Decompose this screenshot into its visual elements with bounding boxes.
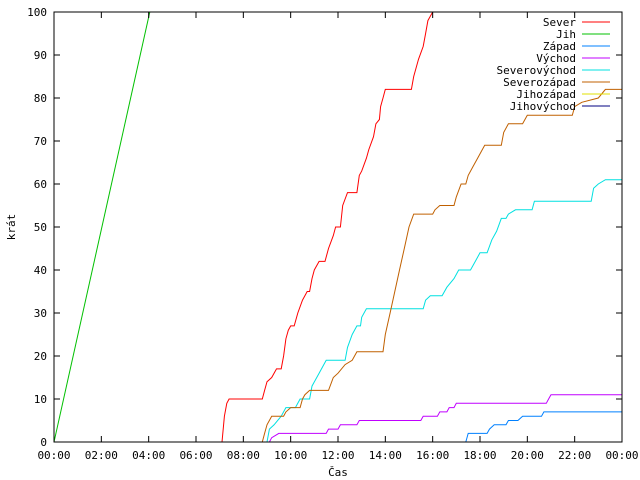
series-line-východ <box>54 394 622 442</box>
legend-label: Jihovýchod <box>510 100 576 113</box>
x-tick-label: 10:00 <box>274 449 307 462</box>
legend: SeverJihZápadVýchodSeverovýchodSeverozáp… <box>497 16 610 113</box>
series-line-jih <box>54 12 151 442</box>
y-tick-label: 50 <box>34 221 47 234</box>
y-axis-label: krát <box>5 214 18 241</box>
x-tick-label: 00:00 <box>37 449 70 462</box>
series-line-sever <box>54 12 438 442</box>
legend-label: Severovýchod <box>497 64 576 77</box>
legend-label: Jih <box>556 28 576 41</box>
ticks-layer: 00:00 02:00 04:00 06:00 08:00 10:00 12:00 14:00… <box>27 6 638 462</box>
x-axis-label: Čas <box>328 466 348 479</box>
y-tick-label: 90 <box>34 49 47 62</box>
y-tick-label: 80 <box>34 92 47 105</box>
x-tick-label: 00:00 <box>605 449 638 462</box>
legend-label: Jihozápad <box>516 88 576 101</box>
x-tick-label: 16:00 <box>416 449 449 462</box>
legend-label: Východ <box>536 52 576 65</box>
series-line-severozápad <box>54 88 622 442</box>
y-tick-label: 20 <box>34 350 47 363</box>
x-tick-label: 04:00 <box>132 449 165 462</box>
legend-label: Západ <box>543 40 576 53</box>
x-tick-label: 14:00 <box>369 449 402 462</box>
x-tick-label: 12:00 <box>321 449 354 462</box>
series-line-západ <box>54 411 622 442</box>
x-tick-label: 20:00 <box>511 449 544 462</box>
y-tick-label: 100 <box>27 6 47 19</box>
y-tick-label: 40 <box>34 264 47 277</box>
y-tick-label: 30 <box>34 307 47 320</box>
y-tick-label: 70 <box>34 135 47 148</box>
x-tick-label: 02:00 <box>85 449 118 462</box>
y-tick-label: 60 <box>34 178 47 191</box>
series-line-severovýchod <box>54 179 622 442</box>
x-tick-label: 06:00 <box>179 449 212 462</box>
y-tick-label: 10 <box>34 393 47 406</box>
x-tick-label: 18:00 <box>463 449 496 462</box>
legend-label: Severozápad <box>503 76 576 89</box>
series-layer <box>54 12 622 442</box>
legend-label: Sever <box>543 16 576 29</box>
x-tick-label: 22:00 <box>558 449 591 462</box>
y-tick-label: 0 <box>40 436 47 449</box>
x-tick-label: 08:00 <box>227 449 260 462</box>
